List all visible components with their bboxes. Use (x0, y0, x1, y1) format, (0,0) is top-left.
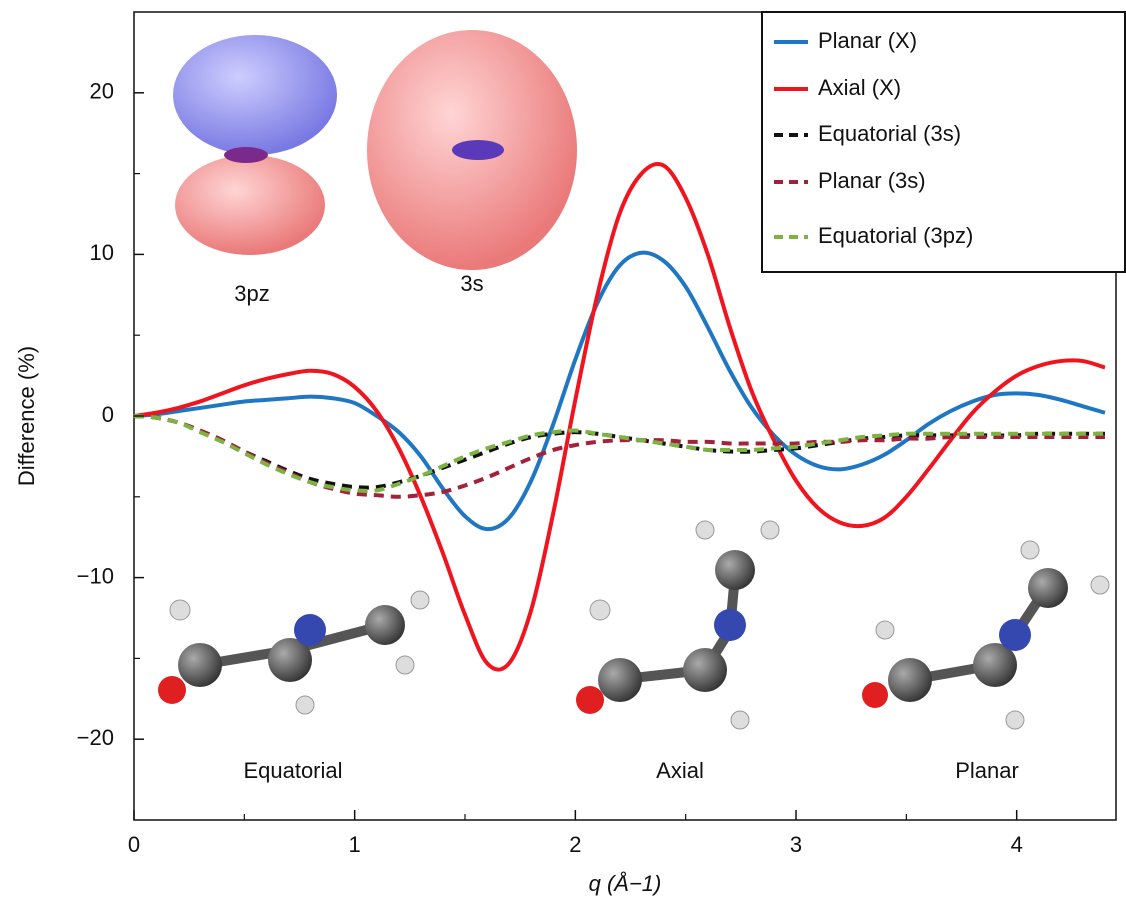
legend-label: Axial (X) (818, 75, 901, 100)
x-tick-label: 4 (1011, 832, 1023, 857)
y-tick-label: −10 (77, 563, 114, 588)
y-tick-label: 10 (90, 240, 114, 265)
x-tick-label: 3 (790, 832, 802, 857)
legend-label: Equatorial (3s) (818, 121, 961, 146)
annotation: 3pz (234, 281, 269, 306)
y-tick-label: −20 (77, 725, 114, 750)
x-tick-label: 1 (349, 832, 361, 857)
y-tick-label: 20 (90, 79, 114, 104)
annotation: 3s (460, 271, 483, 296)
annotation: Equatorial (243, 758, 342, 783)
annotation: Axial (656, 758, 704, 783)
x-tick-label: 2 (569, 832, 581, 857)
series-line (133, 414, 1105, 493)
series-line (133, 250, 1106, 532)
x-axis-label: q (Å−1) (589, 871, 662, 896)
legend-box (761, 11, 1126, 273)
legend-label: Equatorial (3pz) (818, 223, 973, 248)
y-tick-label: 0 (102, 402, 114, 427)
annotation: Planar (955, 758, 1019, 783)
legend-label: Planar (3s) (818, 168, 926, 193)
plot-area (133, 161, 1106, 672)
series-line (133, 161, 1106, 672)
legend-label: Planar (X) (818, 28, 917, 53)
orbital-images (173, 30, 577, 270)
x-tick-label: 0 (128, 832, 140, 857)
molecule-images (158, 520, 1110, 730)
y-axis-label: Difference (%) (14, 346, 39, 486)
